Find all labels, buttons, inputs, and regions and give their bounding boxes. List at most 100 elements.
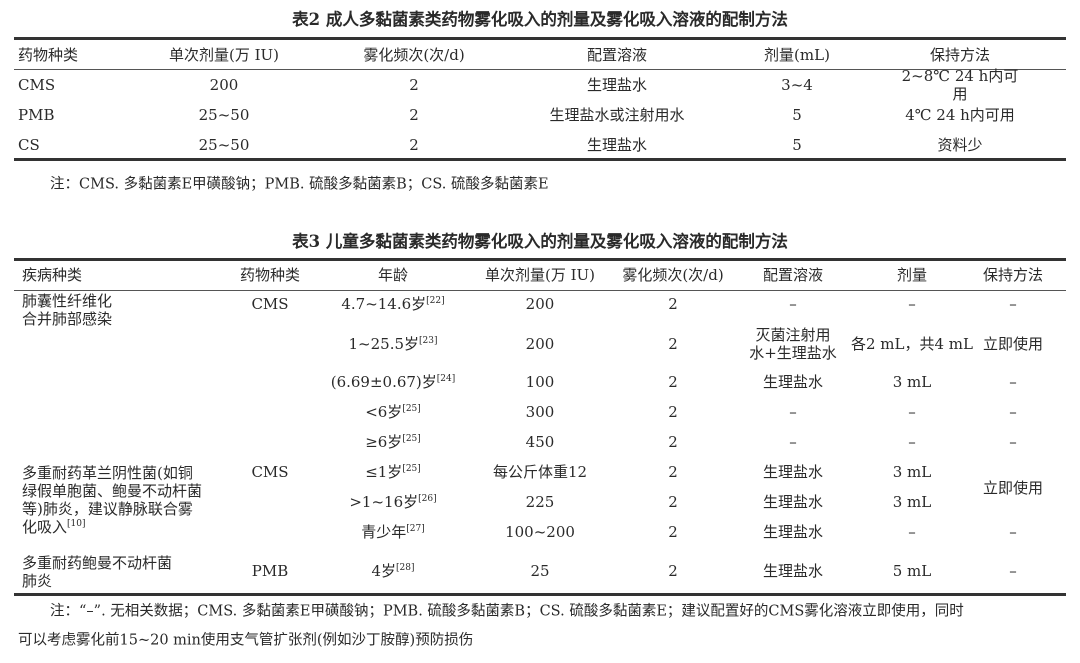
table3-cell-age-text: >1~16岁 bbox=[349, 493, 419, 511]
table3-cell-age: <6岁[25] bbox=[365, 403, 421, 421]
table2-cell-solution: 生理盐水或注射用水 bbox=[549, 106, 684, 124]
table3-cell-drug: CMS bbox=[251, 463, 288, 481]
table3-note-line1: 注：“–”. 无相关数据；CMS. 多黏菌素E甲磺酸钠；PMB. 硫酸多黏菌素B… bbox=[50, 603, 964, 620]
table2-header-solution-text: 配置溶液 bbox=[586, 46, 648, 64]
table2-cell-frequency: 2 bbox=[409, 106, 419, 124]
table3-cell-solution: 生理盐水 bbox=[763, 373, 823, 391]
table3-cell-dose-text: 225 bbox=[525, 493, 555, 511]
table3-cell-frequency-text: 2 bbox=[668, 373, 678, 391]
table3-cell-amount-text: 3 mL bbox=[892, 373, 932, 391]
table3-cell-age-text: 青少年 bbox=[361, 523, 407, 541]
table3-cell-amount: 3 mL bbox=[893, 463, 932, 481]
table3-cell-age: (6.69±0.67)岁[24] bbox=[331, 373, 456, 391]
table3-cell-frequency-text: 2 bbox=[668, 523, 678, 541]
table3-cell-age: 青少年[27] bbox=[361, 523, 425, 541]
reference-citation: [24] bbox=[436, 374, 456, 384]
table3-title: 表3 儿童多黏菌素类药物雾化吸入的剂量及雾化吸入溶液的配制方法 bbox=[292, 232, 788, 251]
table2-cell-frequency: 2 bbox=[409, 136, 419, 154]
table3-header-solution: 配置溶液 bbox=[763, 266, 823, 284]
table2-cell-frequency: 2 bbox=[409, 76, 419, 94]
table3-cell-storage: – bbox=[1009, 523, 1017, 541]
table3-cell-storage: – bbox=[1009, 373, 1017, 391]
table3-cell-amount-text: 3 mL bbox=[892, 463, 932, 481]
table3-cell-storage-text: – bbox=[1009, 373, 1017, 391]
table2-cell-frequency-text: 2 bbox=[409, 106, 419, 124]
table2-top-rule bbox=[14, 37, 1066, 40]
table3-cell-storage-merged: 立即使用 bbox=[983, 479, 1043, 497]
table3-cell-dose-text: 200 bbox=[525, 295, 555, 313]
table3-cell-storage-merged-text: 立即使用 bbox=[982, 479, 1044, 497]
table3-cell-amount: – bbox=[908, 403, 916, 421]
table3-cell-amount: – bbox=[908, 433, 916, 451]
table3-cell-drug-text: CMS bbox=[251, 463, 289, 481]
table3-header-age-text: 年龄 bbox=[377, 266, 409, 284]
table3-cell-solution: 灭菌注射用 水+生理盐水 bbox=[749, 326, 837, 362]
table3-cell-disease: 多重耐药革兰阴性菌(如铜 绿假单胞菌、鲍曼不动杆菌 等)肺炎，建议静脉联合雾 化… bbox=[22, 464, 202, 536]
table3-cell-dose: 100 bbox=[526, 373, 555, 391]
table3-cell-frequency-text: 2 bbox=[668, 433, 678, 451]
table2-cell-storage-text: 4℃ 24 h内可用 bbox=[905, 106, 1015, 124]
reference-citation: [27] bbox=[406, 524, 425, 534]
table3-cell-dose: 每公斤体重12 bbox=[493, 463, 587, 481]
table2-cell-drug: CMS bbox=[18, 76, 55, 94]
table3-cell-dose: 450 bbox=[526, 433, 555, 451]
table2-note: 注：CMS. 多黏菌素E甲磺酸钠；PMB. 硫酸多黏菌素B；CS. 硫酸多黏菌素… bbox=[50, 176, 549, 193]
table3-cell-solution: – bbox=[789, 295, 797, 313]
table3-cell-age-text: 4岁 bbox=[371, 562, 397, 580]
table2-header-frequency: 雾化频次(次/d) bbox=[363, 46, 464, 64]
table3-cell-amount-text: 各2 mL，共4 mL bbox=[851, 335, 973, 353]
table3-header-frequency-text: 雾化频次(次/d) bbox=[622, 266, 724, 284]
table2-cell-drug-text: PMB bbox=[18, 106, 55, 124]
table2-cell-solution-text: 生理盐水 bbox=[586, 136, 648, 154]
table2-cell-dose-text: 200 bbox=[209, 76, 239, 94]
table3-cell-storage-text: – bbox=[1009, 523, 1017, 541]
table2-header-dose-text: 单次剂量(万 IU) bbox=[168, 46, 280, 64]
table3-cell-disease-text: 多重耐药革兰阴性菌(如铜 绿假单胞菌、鲍曼不动杆菌 等)肺炎，建议静脉联合雾 化… bbox=[22, 464, 203, 536]
table3-cell-dose-text: 300 bbox=[525, 403, 555, 421]
table3-cell-frequency-text: 2 bbox=[668, 335, 678, 353]
table3-cell-storage-text: – bbox=[1009, 295, 1017, 313]
table3-cell-age: 1~25.5岁[23] bbox=[349, 335, 438, 353]
table3-cell-solution: – bbox=[789, 403, 797, 421]
table3-cell-amount: 3 mL bbox=[893, 493, 932, 511]
table3-cell-storage-text: – bbox=[1009, 403, 1017, 421]
table3-header-age: 年龄 bbox=[378, 266, 408, 284]
table3-top-rule bbox=[14, 258, 1066, 261]
table3-cell-solution-text: 灭菌注射用 水+生理盐水 bbox=[749, 326, 837, 362]
table3-header-storage-text: 保持方法 bbox=[982, 266, 1044, 284]
table3-cell-frequency-text: 2 bbox=[668, 463, 678, 481]
table2-cell-solution: 生理盐水 bbox=[587, 136, 647, 154]
table3-cell-age: >1~16岁[26] bbox=[349, 493, 436, 511]
table3-cell-solution-text: 生理盐水 bbox=[762, 463, 824, 481]
reference-citation: [22] bbox=[426, 296, 445, 306]
table2-cell-dose-text: 25~50 bbox=[198, 106, 250, 124]
table2-cell-amount-text: 5 bbox=[792, 106, 802, 124]
table2-cell-amount: 3~4 bbox=[781, 76, 813, 94]
table3-cell-dose-text: 100 bbox=[525, 373, 555, 391]
table3-cell-solution-text: 生理盐水 bbox=[762, 373, 824, 391]
reference-citation: [25] bbox=[402, 464, 421, 474]
table2-cell-dose-text: 25~50 bbox=[198, 136, 250, 154]
table3-cell-amount: 各2 mL，共4 mL bbox=[851, 335, 973, 353]
table3-cell-age-text: <6岁 bbox=[365, 403, 403, 421]
table3-cell-dose-text: 450 bbox=[525, 433, 555, 451]
table3-cell-solution: 生理盐水 bbox=[763, 493, 823, 511]
table3-cell-amount: 3 mL bbox=[893, 373, 932, 391]
table3-cell-drug-text: PMB bbox=[251, 562, 289, 580]
table2-header-storage: 保持方法 bbox=[930, 46, 990, 64]
table3-cell-amount-text: – bbox=[908, 433, 916, 451]
table3-cell-disease-text: 多重耐药鲍曼不动杆菌 肺炎 bbox=[22, 554, 173, 590]
table3-note-line2: 可以考虑雾化前15~20 min使用支气管扩张剂(例如沙丁胺醇)预防损伤 bbox=[18, 632, 474, 649]
table2-header-drug-text: 药物种类 bbox=[18, 46, 79, 64]
table3-cell-age: ≤1岁[25] bbox=[365, 463, 421, 481]
table2-cell-drug-text: CMS bbox=[18, 76, 56, 94]
table3-bottom-rule bbox=[14, 593, 1066, 596]
table3-cell-dose: 200 bbox=[526, 335, 555, 353]
table2-header-amount: 剂量(mL) bbox=[764, 46, 830, 64]
table2-cell-amount: 5 bbox=[792, 136, 802, 154]
table3-cell-age-text: 1~25.5岁 bbox=[348, 335, 420, 353]
table3-header-rule bbox=[14, 290, 1066, 291]
table3-header-drug: 药物种类 bbox=[240, 266, 300, 284]
table3-cell-solution-text: 生理盐水 bbox=[762, 562, 824, 580]
